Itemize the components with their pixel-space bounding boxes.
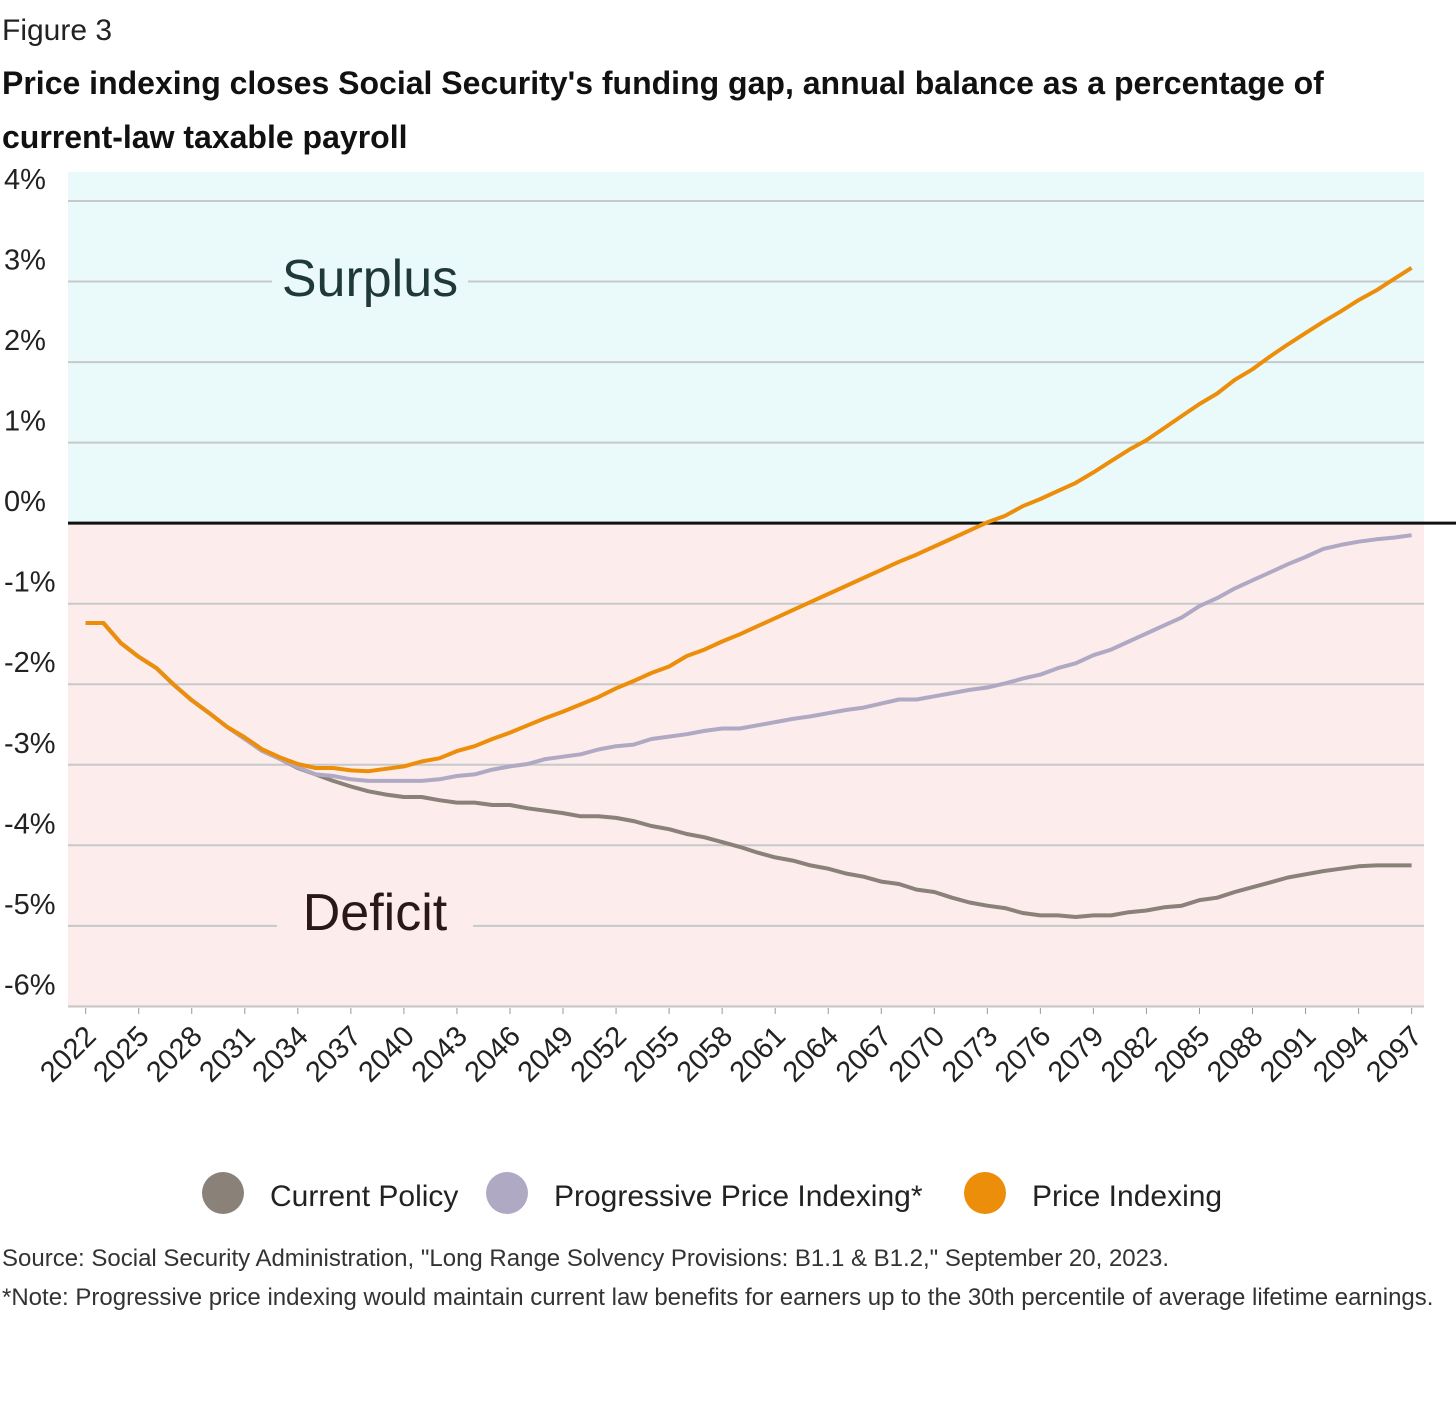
legend-marker (486, 1172, 528, 1214)
legend-label: Current Policy (270, 1180, 458, 1213)
x-tick-label: 2085 (1148, 1020, 1216, 1088)
surplus-region (68, 172, 1424, 524)
y-tick-label: -3% (4, 728, 56, 760)
x-tick-label: 2082 (1095, 1020, 1163, 1088)
y-tick-label: 0% (4, 486, 46, 518)
x-tick-label: 2049 (512, 1020, 580, 1088)
x-tick-label: 2025 (87, 1020, 155, 1088)
legend-label: Price Indexing (1032, 1180, 1222, 1213)
y-tick-label: 4% (4, 164, 46, 196)
x-tick-label: 2094 (1307, 1020, 1375, 1088)
x-tick-label: 2022 (34, 1020, 102, 1088)
x-tick-label: 2046 (459, 1020, 527, 1088)
x-tick-label: 2058 (671, 1020, 739, 1088)
y-tick-label: -2% (4, 647, 56, 679)
legend-marker (964, 1172, 1006, 1214)
x-tick-label: 2079 (1042, 1020, 1110, 1088)
legend-marker (202, 1172, 244, 1214)
y-tick-label: -5% (4, 889, 56, 921)
annotation-bg (272, 246, 468, 310)
source: Source: Social Security Administration, … (2, 1245, 1170, 1272)
x-tick-label: 2091 (1254, 1020, 1322, 1088)
y-tick-label: -6% (4, 969, 56, 1001)
x-tick-label: 2088 (1201, 1020, 1269, 1088)
annotation: Surplus (282, 250, 458, 308)
x-tick-label: 2097 (1360, 1020, 1428, 1088)
x-tick-label: 2034 (247, 1020, 315, 1088)
figure-label: Figure 3 (2, 14, 113, 47)
chart-title: Price indexing closes Social Security's … (2, 65, 1324, 155)
x-tick-label: 2064 (777, 1020, 845, 1088)
x-tick-label: 2055 (618, 1020, 686, 1088)
series-line (85, 266, 1413, 774)
y-tick-label: 3% (4, 245, 46, 277)
y-tick-label: 1% (4, 406, 46, 438)
y-tick-label: -1% (4, 567, 56, 599)
annotation-bg (277, 880, 473, 944)
x-tick-label: 2076 (989, 1020, 1057, 1088)
x-tick-label: 2067 (830, 1020, 898, 1088)
y-tick-label: 2% (4, 325, 46, 357)
x-tick-label: 2037 (300, 1020, 368, 1088)
x-tick-label: 2028 (140, 1020, 208, 1088)
y-tick-label: -4% (4, 808, 56, 840)
x-tick-label: 2061 (724, 1020, 792, 1088)
series-line (85, 533, 1412, 783)
annotation: Deficit (303, 884, 448, 942)
x-tick-label: 2070 (883, 1020, 951, 1088)
x-tick-label: 2040 (353, 1020, 421, 1088)
note: *Note: Progressive price indexing would … (2, 1284, 1434, 1311)
legend-label: Progressive Price Indexing* (554, 1180, 923, 1213)
x-tick-label: 2052 (565, 1020, 633, 1088)
x-tick-label: 2031 (193, 1020, 261, 1088)
x-tick-label: 2073 (936, 1020, 1004, 1088)
x-tick-label: 2043 (406, 1020, 474, 1088)
